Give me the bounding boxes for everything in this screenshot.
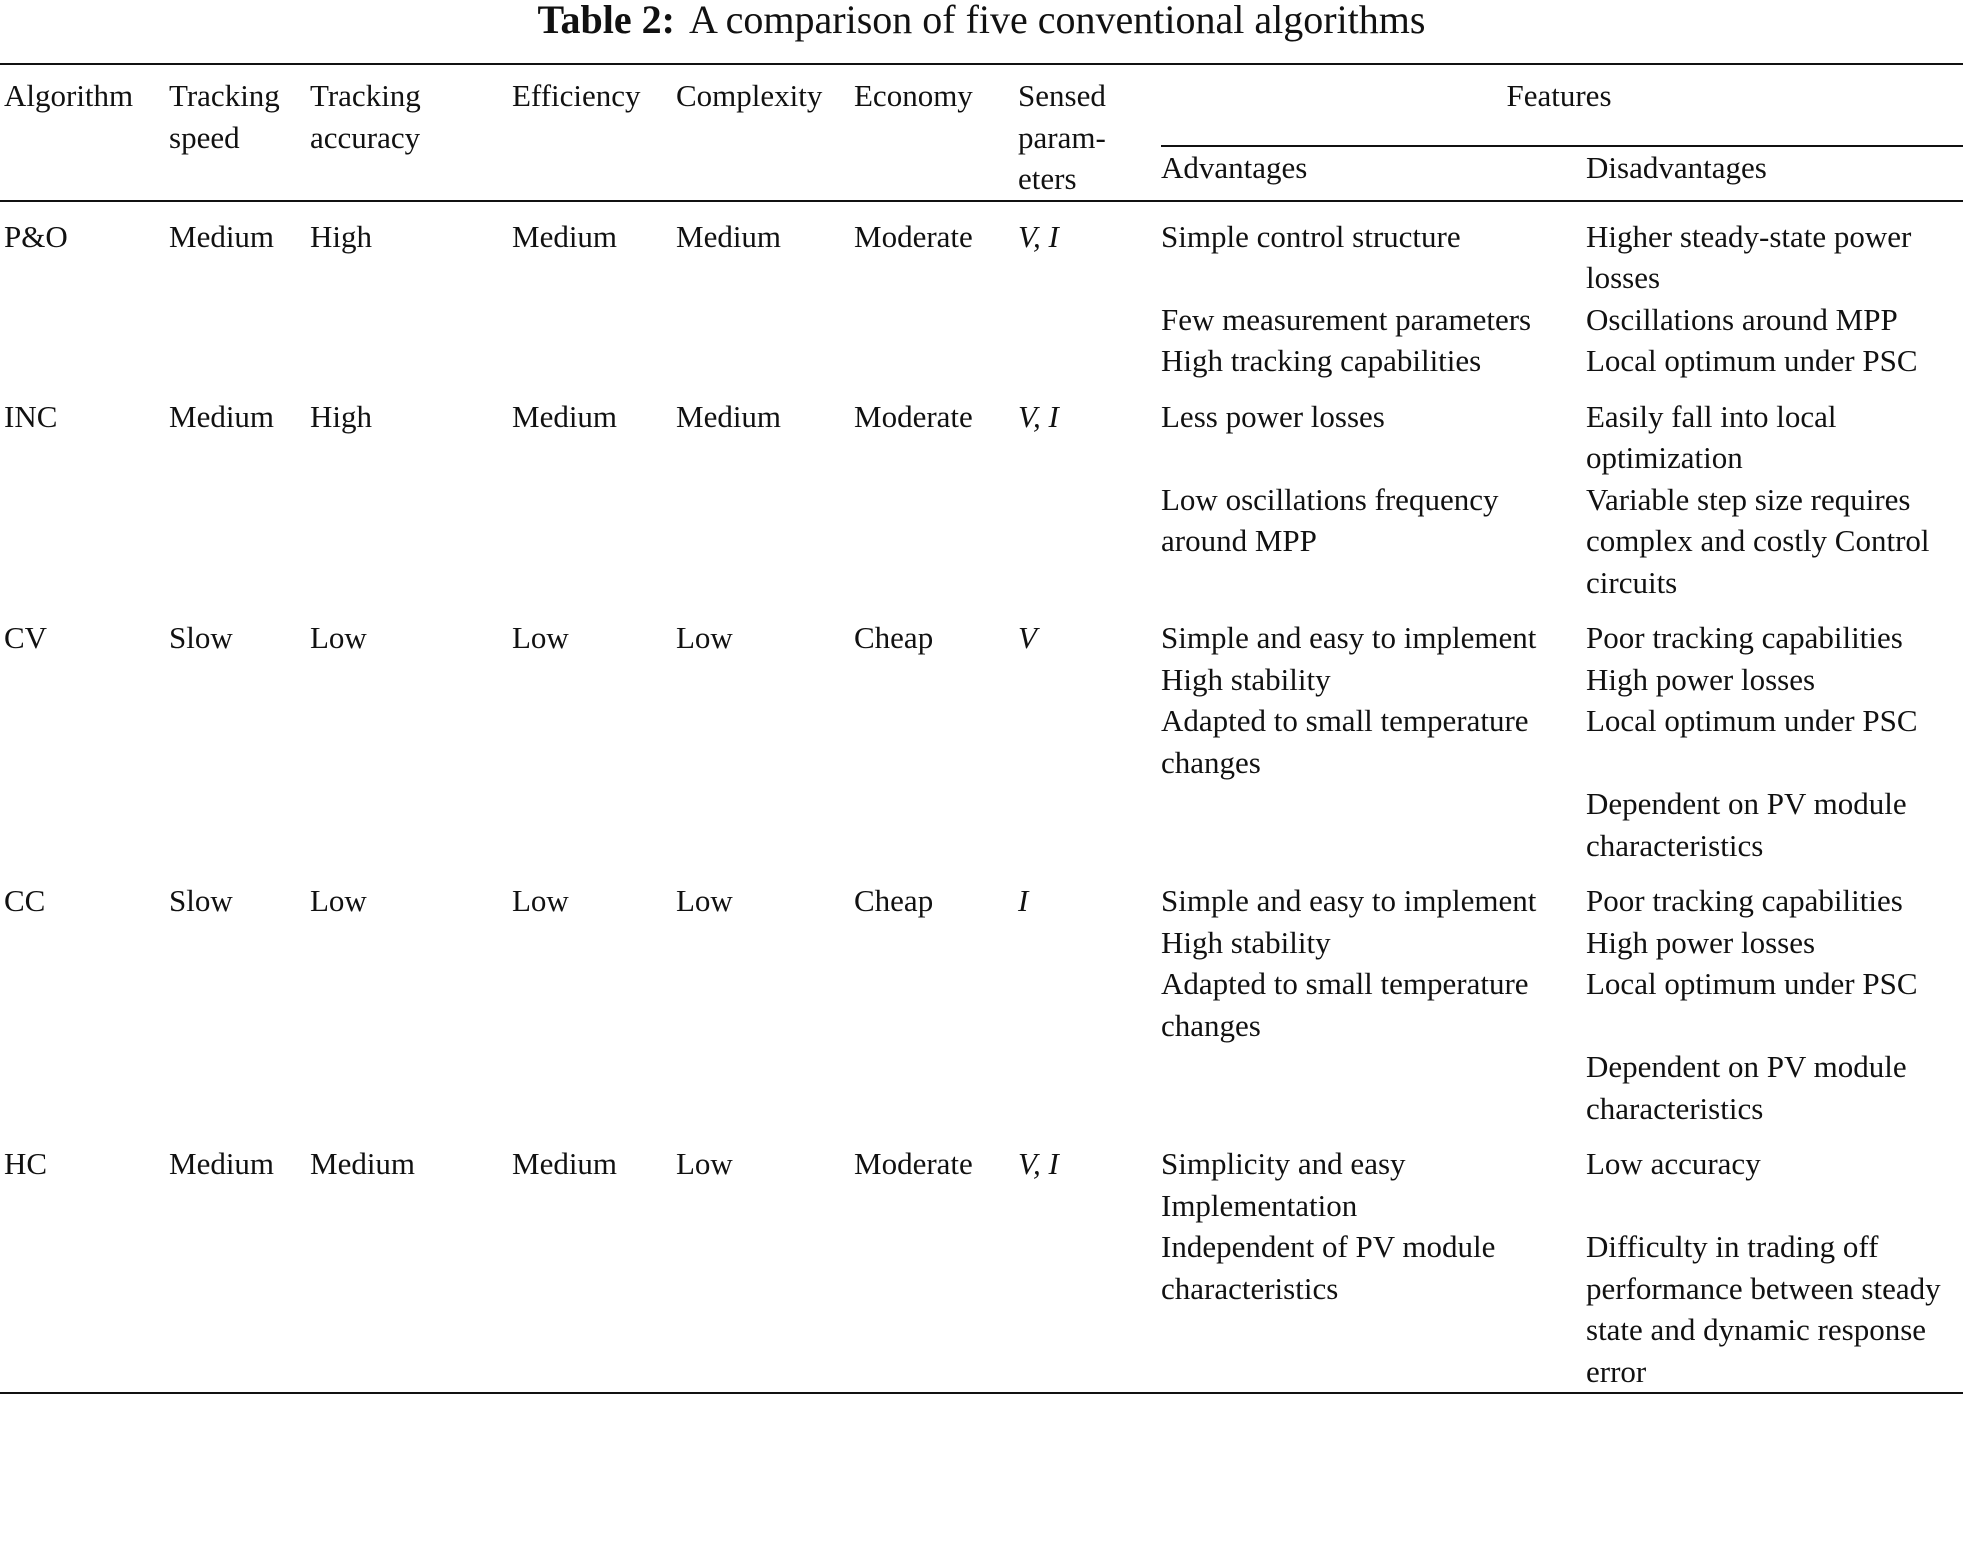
- title-label: Table 2:: [537, 0, 675, 42]
- cell: Moderate: [854, 1146, 973, 1181]
- column-header: Tracking speed: [169, 63, 310, 202]
- cell: Medium: [169, 218, 275, 254]
- advantage: High stability: [1161, 661, 1331, 697]
- column-header: Tracking accuracy: [310, 63, 512, 202]
- advantage: Simplicity and easy Implementation: [1161, 1146, 1406, 1223]
- cell: P&O: [4, 218, 68, 254]
- disadvantage: Oscillations around MPP: [1586, 301, 1898, 337]
- cell: Low: [310, 883, 367, 918]
- cell: Medium: [676, 218, 782, 254]
- column-header: Efficiency: [512, 63, 676, 202]
- table-head: Algorithm Tracking speed Tracking accuracy…: [0, 63, 1963, 202]
- advantage: Few measurement parameters: [1161, 301, 1532, 337]
- disadvantage: Local optimum under PSC: [1586, 966, 1918, 1001]
- cell: Medium: [169, 398, 275, 434]
- title-text: A comparison of five conventional algori…: [688, 0, 1426, 42]
- cell: Slow: [169, 883, 233, 918]
- cell: INC: [4, 398, 58, 434]
- table-row: Adapted to small temperature changes Loca…: [0, 963, 1963, 1046]
- cell: Medium: [512, 1146, 618, 1181]
- advantage: Simple and easy to implement: [1161, 883, 1537, 918]
- disadvantage: Difficulty in trading off performance be…: [1586, 1229, 1941, 1389]
- table-row: CV Slow Low Low Low Cheap V Simple and easy to …: [0, 603, 1963, 659]
- advantage: Simple and easy to implement: [1161, 620, 1537, 655]
- cell: Low: [676, 620, 733, 655]
- table-row: CC Slow Low Low Low Cheap I Simple and easy to …: [0, 866, 1963, 922]
- cell: V, I: [1018, 398, 1059, 434]
- cell: Slow: [169, 620, 233, 655]
- table-row: INC Medium High Medium Medium Moderate V, I Les…: [0, 382, 1963, 479]
- cell: CC: [4, 883, 46, 918]
- disadvantage: Local optimum under PSC: [1586, 703, 1918, 738]
- header-row: Algorithm Tracking speed Tracking accuracy…: [0, 63, 1963, 202]
- advantage: Adapted to small temperature changes: [1161, 966, 1529, 1043]
- cell: I: [1018, 883, 1029, 918]
- comparison-table: Algorithm Tracking speed Tracking accuracy…: [0, 63, 1963, 1394]
- disadvantage: Poor tracking capabilities: [1586, 620, 1903, 655]
- cell: V, I: [1018, 1146, 1059, 1181]
- advantage: Independent of PV module characteristics: [1161, 1229, 1496, 1306]
- advantage: Less power losses: [1161, 398, 1385, 434]
- disadvantage: Variable step size requires complex and …: [1586, 481, 1930, 600]
- feature-subheader: Disadvantages: [1586, 145, 1963, 202]
- advantage: High tracking capabilities: [1161, 343, 1482, 378]
- features-header: Features: [1161, 63, 1963, 147]
- disadvantage: Higher steady-state power losses: [1586, 218, 1912, 296]
- cell: High: [310, 218, 372, 254]
- advantage: [1161, 1046, 1586, 1129]
- table-row: Adapted to small temperature changes Loca…: [0, 700, 1963, 783]
- disadvantage: Dependent on PV module characteristics: [1586, 786, 1907, 863]
- cell: CV: [4, 620, 48, 655]
- disadvantage: Dependent on PV module characteristics: [1586, 1049, 1907, 1126]
- cell: HC: [4, 1146, 48, 1181]
- disadvantage: Poor tracking capabilities: [1586, 883, 1903, 918]
- advantage: [1161, 783, 1586, 866]
- disadvantage: Easily fall into local optimization: [1586, 398, 1837, 476]
- table-row: High stability High power losses: [0, 659, 1963, 701]
- table-body: P&O Medium High Medium Medium Moderate V, I Sim…: [0, 201, 1963, 1393]
- column-header: Economy: [854, 63, 1018, 202]
- advantage: Adapted to small temperature changes: [1161, 703, 1529, 780]
- advantage: Simple control structure: [1161, 218, 1461, 254]
- table-row: P&O Medium High Medium Medium Moderate V, I Sim…: [0, 201, 1963, 299]
- advantage: Low oscillations frequency around MPP: [1161, 481, 1499, 559]
- header-subrow: Advantages Disadvantages: [0, 145, 1963, 202]
- cell: Low: [676, 1146, 733, 1181]
- cell: Low: [512, 620, 569, 655]
- feature-subheader: Advantages: [1161, 145, 1586, 202]
- cell: Moderate: [854, 218, 973, 254]
- cell: High: [310, 398, 372, 434]
- table-row: Dependent on PV module characteristics: [0, 1046, 1963, 1129]
- cell: Low: [512, 883, 569, 918]
- table-title: Table 2: A comparison of five conventiona…: [0, 0, 1963, 63]
- cell: Low: [676, 883, 733, 918]
- column-header: Sensed param-eters: [1018, 63, 1161, 202]
- cell: V: [1018, 620, 1037, 655]
- cell: Cheap: [854, 620, 934, 655]
- cell: Cheap: [854, 883, 934, 918]
- column-header: Complexity: [676, 63, 854, 202]
- cell: V, I: [1018, 218, 1059, 254]
- table-row: Independent of PV module characteristics…: [0, 1226, 1963, 1393]
- table-row: High stability High power losses: [0, 922, 1963, 964]
- disadvantage: Local optimum under PSC: [1586, 343, 1918, 378]
- table-row: High tracking capabilities Local optimum …: [0, 340, 1963, 382]
- advantage: High stability: [1161, 924, 1331, 960]
- cell: Medium: [169, 1146, 275, 1181]
- table-row: Dependent on PV module characteristics: [0, 783, 1963, 866]
- column-header: Algorithm: [0, 63, 169, 202]
- cell: Low: [310, 620, 367, 655]
- cell: Medium: [512, 398, 618, 434]
- table-row: HC Medium Medium Medium Low Moderate V, I Simpl…: [0, 1129, 1963, 1226]
- cell: Moderate: [854, 398, 973, 434]
- disadvantage: High power losses: [1586, 661, 1816, 697]
- cell: Medium: [512, 218, 618, 254]
- table-row: Few measurement parameters Oscillations a…: [0, 299, 1963, 341]
- table-row: Low oscillations frequency around MPP Var…: [0, 479, 1963, 604]
- disadvantage: Low accuracy: [1586, 1146, 1761, 1181]
- cell: Medium: [676, 398, 782, 434]
- disadvantage: High power losses: [1586, 924, 1816, 960]
- cell: Medium: [310, 1146, 416, 1181]
